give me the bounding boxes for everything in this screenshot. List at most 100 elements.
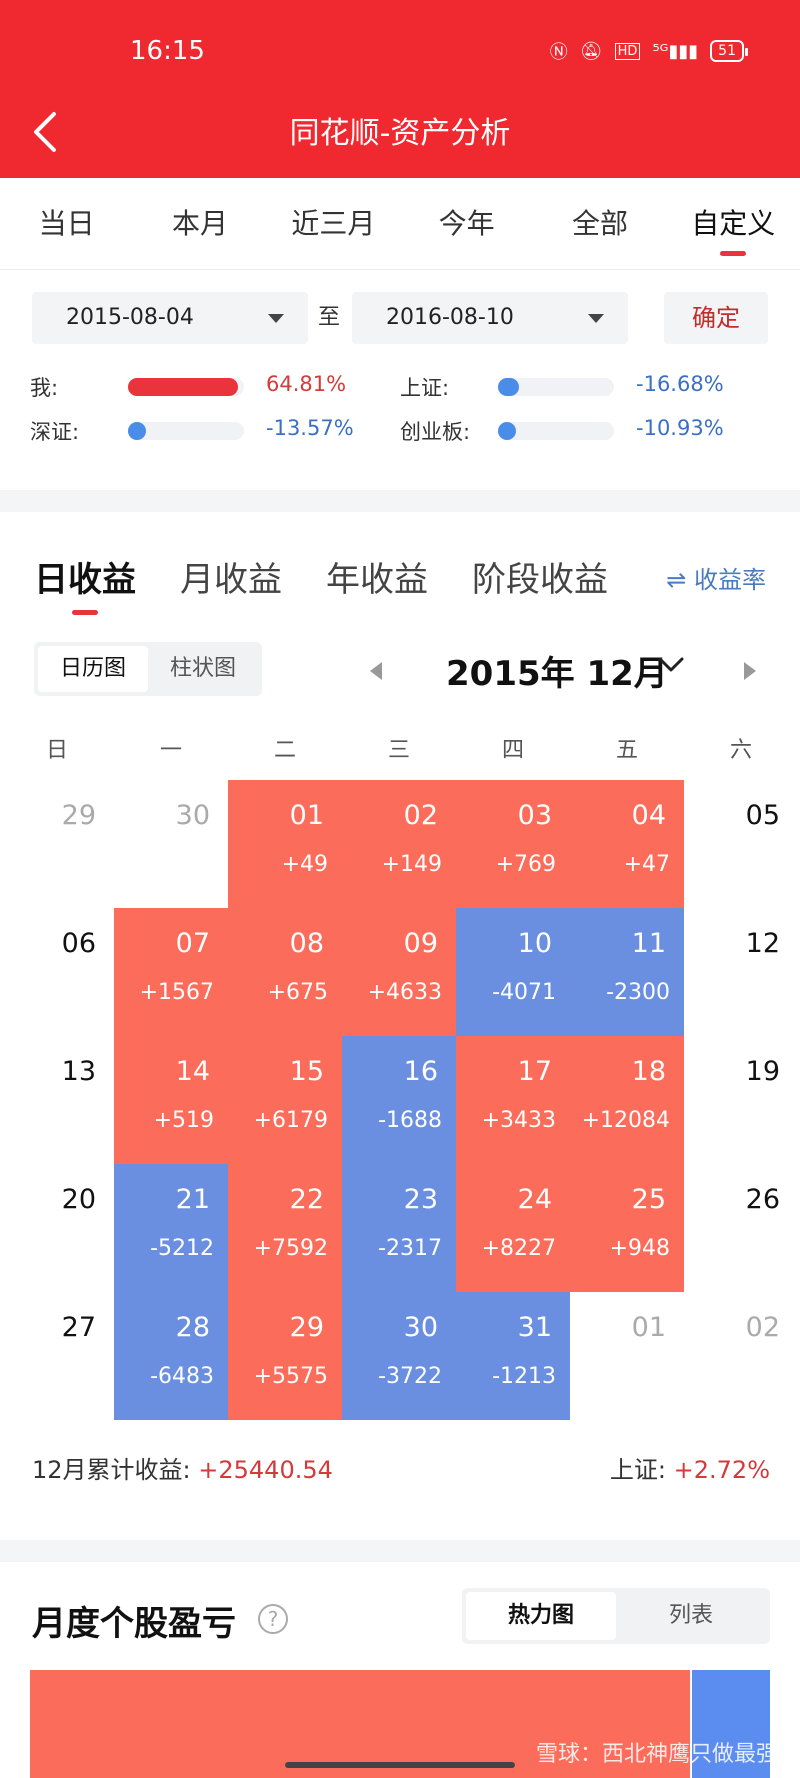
day-number: 20 <box>61 1184 96 1215</box>
income-type-tab-label: 阶段收益 <box>472 560 608 600</box>
day-number: 18 <box>631 1056 666 1087</box>
day-number: 28 <box>175 1312 210 1343</box>
status-time: 16:15 <box>130 36 205 66</box>
period-tab[interactable]: 自定义 <box>667 178 800 270</box>
battery-icon: 51 <box>710 40 748 62</box>
monthly-stock-pnl: 月度个股盈亏 ? 热力图 列表 雪球：西北神鹰只做最强 <box>0 1562 800 1778</box>
income-type-tab[interactable]: 年收益 <box>326 552 428 601</box>
prev-month-icon[interactable] <box>370 662 382 680</box>
return-comparison: 我: 64.81% 上证: -16.68% 深证: -13.57% 创业板: -10.93% <box>0 368 800 490</box>
day-profit: -5212 <box>150 1236 214 1261</box>
comparison-item: 创业板: -10.93% <box>400 416 770 446</box>
day-number: 06 <box>61 928 96 959</box>
day-number: 07 <box>175 928 210 959</box>
return-rate-toggle[interactable]: ⇌ 收益率 <box>666 566 766 594</box>
home-indicator[interactable] <box>285 1762 515 1768</box>
calendar-day-cell[interactable]: 09 +4633 <box>342 908 456 1036</box>
day-number: 03 <box>517 800 552 831</box>
list-tab[interactable]: 列表 <box>668 1603 713 1628</box>
confirm-button[interactable]: 确定 <box>664 292 768 344</box>
heatmap-tab[interactable]: 热力图 <box>466 1592 616 1640</box>
calendar-day-cell[interactable]: 03 +769 <box>456 780 570 908</box>
income-type-tab[interactable]: 阶段收益 <box>472 552 608 601</box>
end-date-select[interactable]: 2016-08-10 <box>352 292 628 344</box>
weekday-label: 一 <box>159 738 182 763</box>
calendar-day-cell[interactable]: 30 -3722 <box>342 1292 456 1420</box>
month-label[interactable]: 2015年 12月 <box>446 654 668 694</box>
calendar-day-cell[interactable]: 11 -2300 <box>570 908 684 1036</box>
period-tab[interactable]: 当日 <box>0 178 133 270</box>
calendar-day-cell: 06 <box>0 908 114 1036</box>
comparison-bar-fill <box>498 422 516 440</box>
calendar-day-cell[interactable]: 17 +3433 <box>456 1036 570 1164</box>
calendar-day-cell[interactable]: 25 +948 <box>570 1164 684 1292</box>
day-number: 16 <box>403 1056 438 1087</box>
calendar-view-tab[interactable]: 日历图 <box>38 646 148 692</box>
calendar-day-cell[interactable]: 24 +8227 <box>456 1164 570 1292</box>
calendar-day-cell[interactable]: 02 +149 <box>342 780 456 908</box>
heatmap-loss-block[interactable] <box>692 1670 770 1778</box>
month-navigator: 2015年 12月 <box>370 644 770 694</box>
calendar-day-cell[interactable]: 29 +5575 <box>228 1292 342 1420</box>
comparison-value: -13.57% <box>266 416 354 440</box>
section-title: 月度个股盈亏 <box>32 1604 236 1644</box>
weekday-label: 四 <box>501 738 524 763</box>
calendar-day-cell[interactable]: 07 +1567 <box>114 908 228 1036</box>
day-profit: -1688 <box>378 1108 442 1133</box>
calendar-day-cell: 13 <box>0 1036 114 1164</box>
comparison-label: 上证: <box>400 376 450 400</box>
period-tab-label: 本月 <box>171 206 228 240</box>
calendar-day-cell[interactable]: 14 +519 <box>114 1036 228 1164</box>
day-profit: +47 <box>623 852 670 877</box>
comparison-bar-fill <box>128 378 238 396</box>
day-number: 29 <box>61 800 96 831</box>
calendar-day-cell[interactable]: 23 -2317 <box>342 1164 456 1292</box>
day-number: 19 <box>745 1056 780 1087</box>
period-tab[interactable]: 今年 <box>400 178 533 270</box>
mute-icon: 🔕︎ <box>579 40 603 62</box>
calendar-day-cell[interactable]: 28 -6483 <box>114 1292 228 1420</box>
day-number: 08 <box>289 928 324 959</box>
heatmap-gain-block[interactable] <box>30 1670 690 1778</box>
day-number: 02 <box>745 1312 780 1343</box>
period-tab[interactable]: 本月 <box>133 178 266 270</box>
bar-view-tab[interactable]: 柱状图 <box>169 656 236 681</box>
cumulative-label: 12月累计收益: <box>32 1456 191 1484</box>
day-number: 17 <box>517 1056 552 1087</box>
next-month-icon[interactable] <box>744 662 756 680</box>
hd-icon: HD <box>614 42 641 60</box>
calendar-day-cell[interactable]: 08 +675 <box>228 908 342 1036</box>
chevron-down-icon <box>588 314 604 323</box>
watermark: 雪球：西北神鹰只做最强 <box>535 1742 778 1767</box>
comparison-item: 我: 64.81% <box>30 372 400 402</box>
calendar-day-cell[interactable]: 15 +6179 <box>228 1036 342 1164</box>
day-number: 15 <box>289 1056 324 1087</box>
calendar-day-cell[interactable]: 31 -1213 <box>456 1292 570 1420</box>
end-date-value: 2016-08-10 <box>386 305 514 330</box>
calendar-day-cell[interactable]: 04 +47 <box>570 780 684 908</box>
calendar-day-cell[interactable]: 10 -4071 <box>456 908 570 1036</box>
active-tab-indicator <box>720 250 747 256</box>
period-tab[interactable]: 近三月 <box>267 178 400 270</box>
calendar-day-cell[interactable]: 21 -5212 <box>114 1164 228 1292</box>
start-date-select[interactable]: 2015-08-04 <box>32 292 308 344</box>
calendar-day-cell[interactable]: 01 +49 <box>228 780 342 908</box>
day-number: 30 <box>175 800 210 831</box>
period-tabs: 当日 本月 近三月 今年 全部 自定义 <box>0 178 800 270</box>
calendar-day-cell[interactable]: 18 +12084 <box>570 1036 684 1164</box>
income-type-tab[interactable]: 日收益 <box>34 552 136 615</box>
day-profit: +3433 <box>481 1108 556 1133</box>
comparison-bar <box>498 378 614 396</box>
calendar-day-cell[interactable]: 22 +7592 <box>228 1164 342 1292</box>
chevron-down-icon[interactable] <box>656 652 686 678</box>
app-header: 16:15 Ⓝ 🔕︎ HD ⁵ᴳ▮▮▮ 51 同花顺-资产分析 <box>0 0 800 178</box>
day-number: 29 <box>289 1312 324 1343</box>
calendar-day-cell[interactable]: 16 -1688 <box>342 1036 456 1164</box>
period-tab[interactable]: 全部 <box>533 178 666 270</box>
date-separator: 至 <box>318 305 341 330</box>
day-profit: -3722 <box>378 1364 442 1389</box>
help-icon[interactable]: ? <box>258 1604 288 1634</box>
day-number: 01 <box>631 1312 666 1343</box>
income-type-tab[interactable]: 月收益 <box>180 552 282 601</box>
back-arrow-icon[interactable] <box>30 110 62 154</box>
